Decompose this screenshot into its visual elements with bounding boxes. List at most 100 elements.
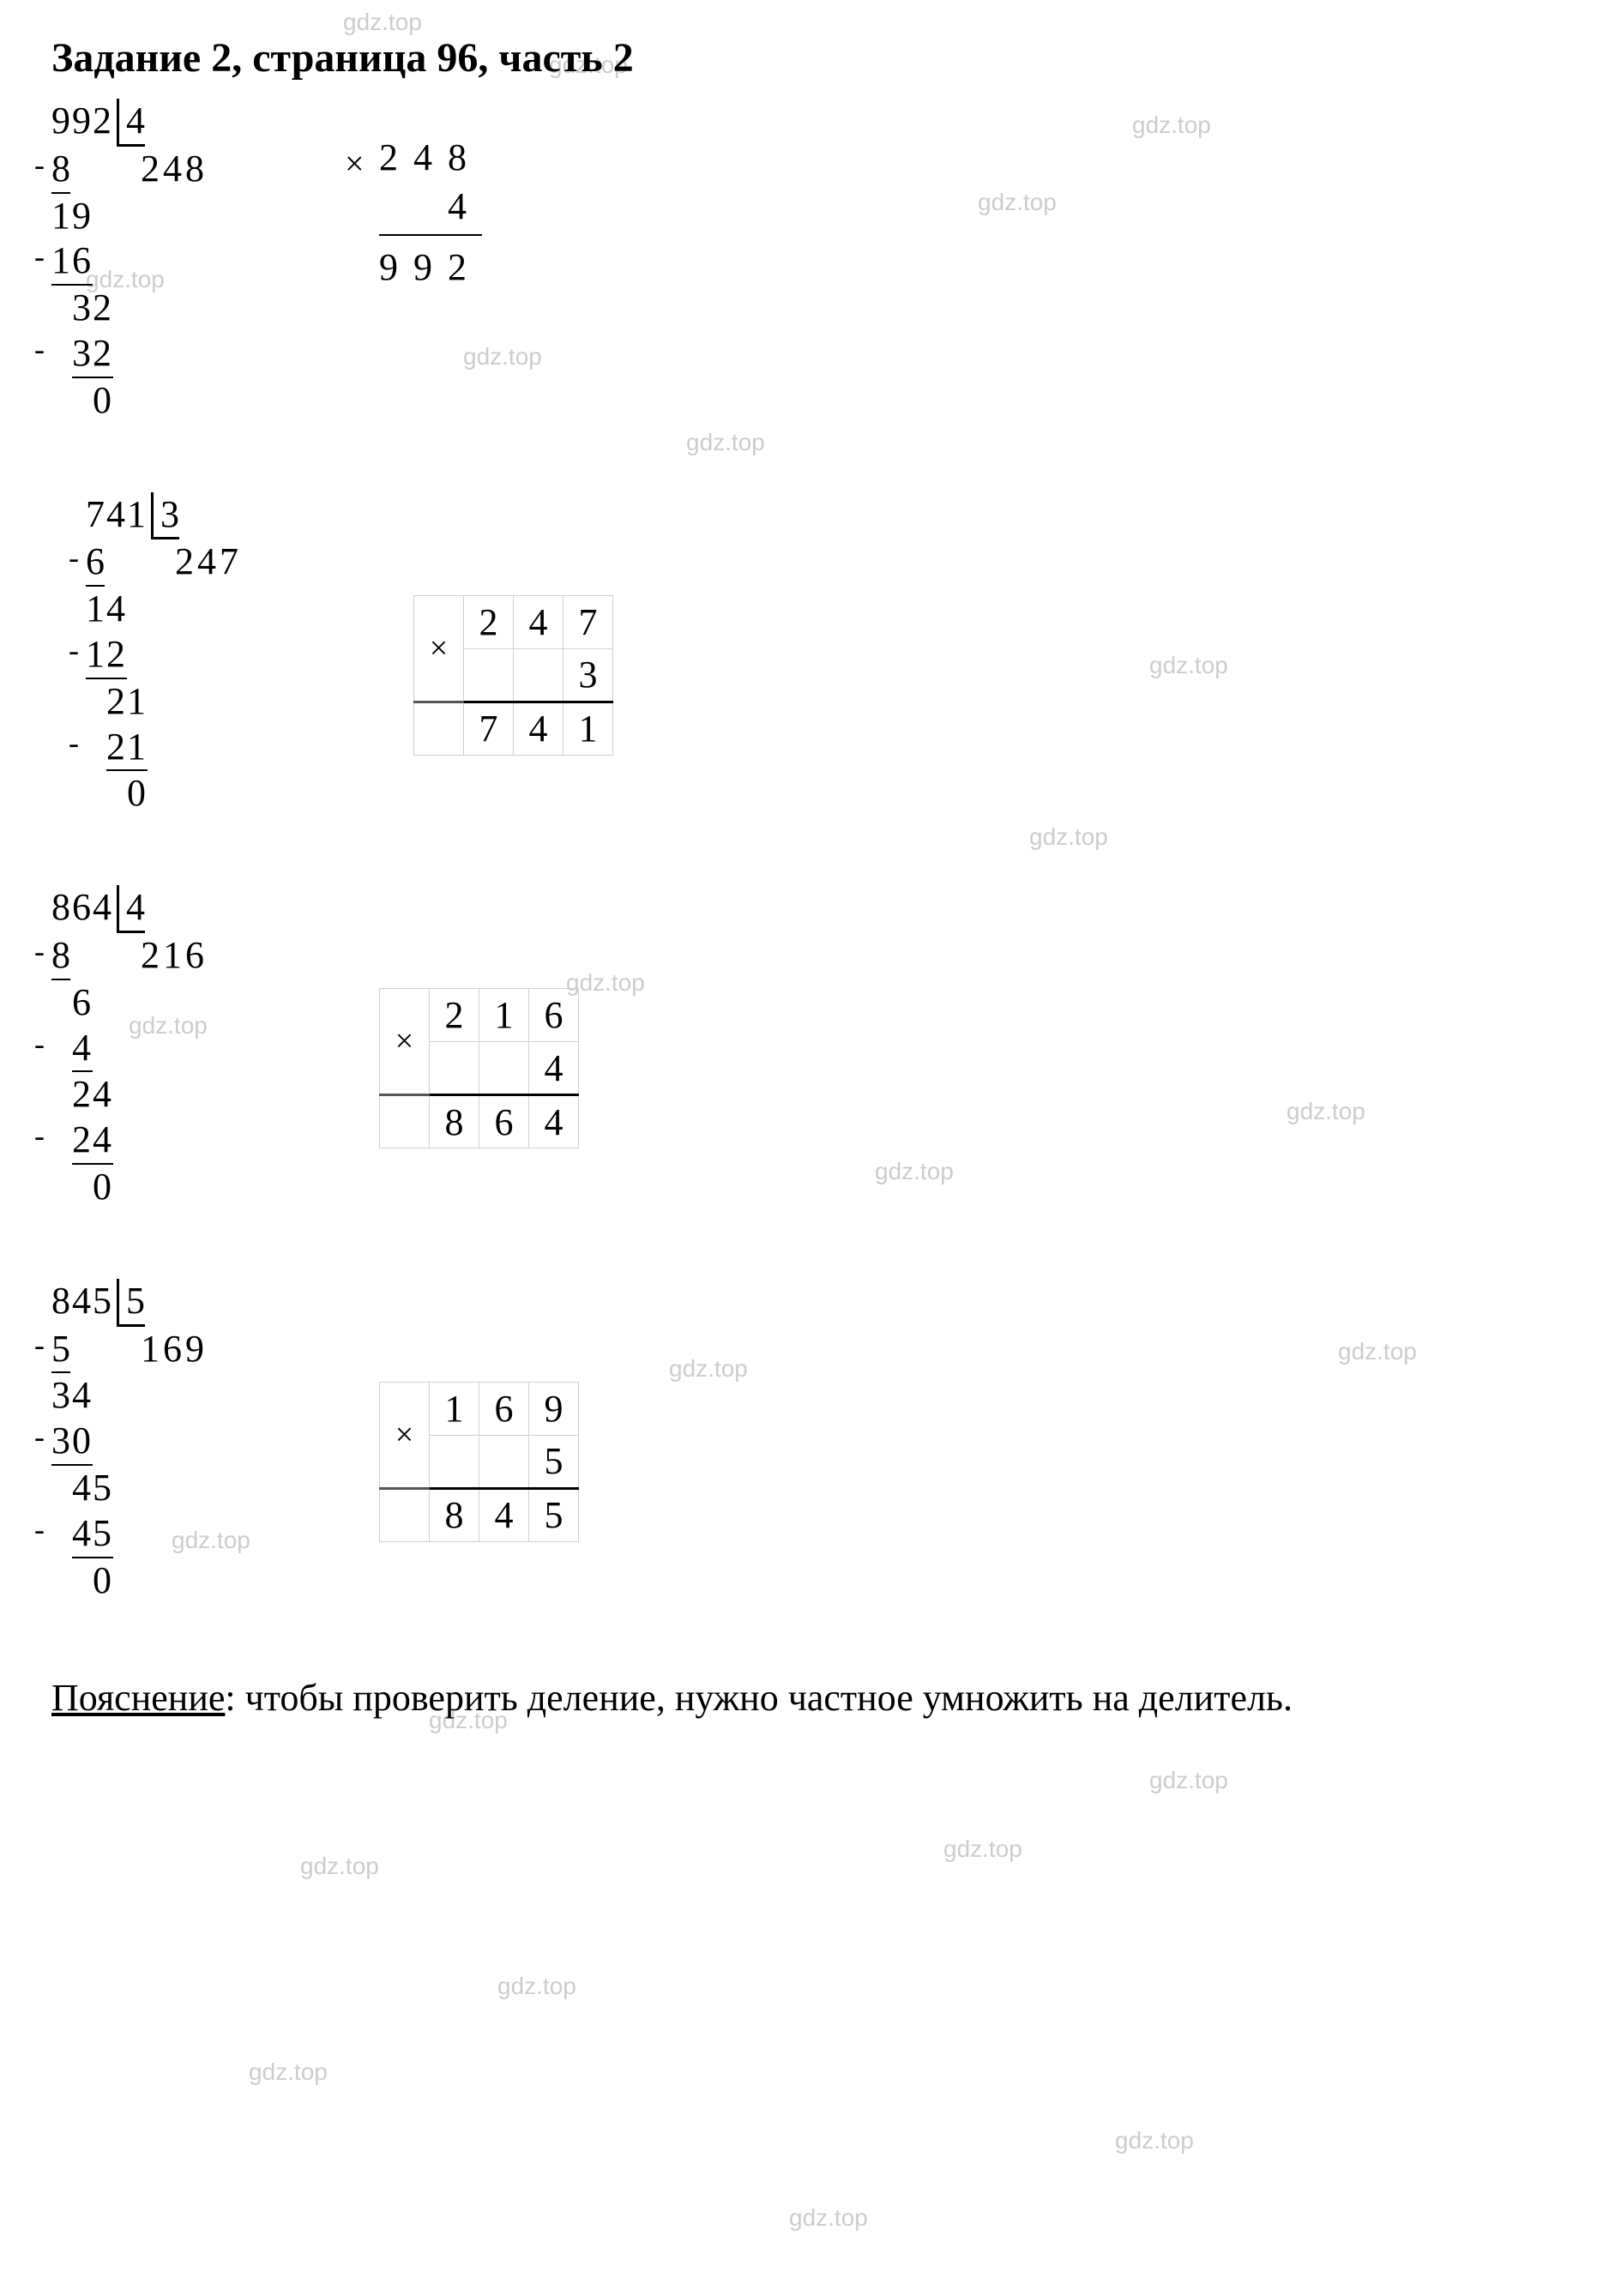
times-sign: × [345, 142, 365, 186]
quotient: 248 [130, 147, 208, 194]
division-step-value: 45 [72, 1467, 113, 1509]
mult-bottom: 4 [379, 182, 482, 231]
minus-sign: - [34, 933, 45, 970]
problems-container: 9924-824819-1632-320×248 49927413-624714… [51, 99, 1552, 1603]
problem-row: 8455-516934-3045-450×1695845 [51, 1279, 1552, 1604]
minus-sign: - [34, 1511, 46, 1548]
multiplication-check: ×248 4992 [379, 133, 482, 292]
multiplication-table: ×2164864 [379, 988, 579, 1148]
watermark: gdz.top [1115, 2127, 1194, 2154]
mult-digit: 4 [529, 1042, 579, 1095]
page-title: Задание 2, страница 96, часть 2 [51, 34, 1552, 81]
division-step-value: 0 [93, 379, 113, 421]
division-step-value: 45 [72, 1511, 113, 1558]
mult-digit [380, 1488, 430, 1541]
division-step-value: 14 [86, 588, 127, 630]
division-step-value: 34 [51, 1374, 93, 1416]
division-step-value: 32 [72, 331, 113, 378]
minus-sign: - [34, 1419, 46, 1455]
divisor: 3 [154, 492, 179, 540]
minus-sign: - [34, 238, 46, 275]
explanation: Пояснение: чтобы проверить деление, нужн… [51, 1672, 1552, 1725]
mult-digit [430, 1042, 479, 1095]
division-step-value: 0 [93, 1166, 113, 1208]
watermark: gdz.top [1149, 1767, 1228, 1794]
division-step-value: 24 [72, 1073, 113, 1115]
long-division: 8644-82166-424-240 [51, 885, 208, 1210]
watermark: gdz.top [497, 1973, 576, 2000]
long-division: 8455-516934-3045-450 [51, 1279, 208, 1604]
mult-result: 992 [379, 234, 482, 292]
division-step-value: 5 [51, 1327, 70, 1374]
minus-sign: - [34, 1026, 46, 1063]
division-step-value: 32 [72, 286, 113, 328]
mult-digit [464, 648, 514, 702]
mult-digit: 5 [529, 1435, 579, 1488]
problem-row: 8644-82166-424-240×2164864 [51, 885, 1552, 1210]
minus-sign: - [34, 331, 46, 368]
watermark: gdz.top [789, 2204, 868, 2232]
watermark: gdz.top [249, 2058, 328, 2086]
times-sign: × [414, 595, 464, 702]
mult-digit: 2 [430, 989, 479, 1042]
division-step-value: 0 [93, 1559, 113, 1601]
mult-digit: 5 [529, 1488, 579, 1541]
long-division: 7413-624714-1221-210 [86, 492, 242, 817]
mult-digit [380, 1095, 430, 1148]
minus-sign: - [69, 539, 79, 576]
division-step-value: 0 [127, 772, 148, 814]
times-sign: × [380, 989, 430, 1095]
division-step-value: 6 [86, 539, 105, 587]
mult-digit: 1 [563, 702, 613, 755]
dividend: 864 [51, 885, 119, 933]
dividend: 741 [86, 492, 154, 540]
multiplication-table: ×2473741 [413, 595, 613, 756]
dividend: 992 [51, 99, 119, 147]
mult-digit: 3 [563, 648, 613, 702]
division-step-value: 24 [72, 1118, 113, 1165]
mult-digit: 6 [479, 1382, 529, 1435]
minus-sign: - [34, 1118, 46, 1154]
watermark: gdz.top [343, 9, 422, 36]
mult-digit [414, 702, 464, 755]
mult-digit: 6 [479, 1095, 529, 1148]
division-step-value: 6 [72, 981, 93, 1023]
problem-row: 9924-824819-1632-320×248 4992 [51, 99, 1552, 424]
times-sign: × [380, 1382, 430, 1488]
minus-sign: - [69, 632, 81, 669]
division-step-value: 4 [72, 1026, 93, 1073]
quotient: 216 [130, 933, 208, 980]
minus-sign: - [69, 725, 81, 762]
division-step-value: 8 [51, 147, 70, 194]
multiplication-table: ×1695845 [379, 1382, 579, 1542]
mult-digit: 1 [479, 989, 529, 1042]
division-step-value: 21 [106, 680, 148, 722]
mult-digit: 4 [514, 702, 563, 755]
explanation-text: : чтобы проверить деление, нужно частное… [225, 1677, 1293, 1719]
mult-digit [514, 648, 563, 702]
divisor: 5 [119, 1279, 145, 1327]
mult-digit: 9 [529, 1382, 579, 1435]
mult-digit [430, 1435, 479, 1488]
watermark: gdz.top [943, 1835, 1022, 1863]
mult-digit: 4 [479, 1488, 529, 1541]
mult-digit: 4 [514, 595, 563, 648]
quotient: 247 [165, 539, 242, 587]
mult-digit: 8 [430, 1095, 479, 1148]
division-step-value: 21 [106, 725, 148, 772]
minus-sign: - [34, 147, 45, 184]
long-division: 9924-824819-1632-320 [51, 99, 208, 424]
mult-digit: 8 [430, 1488, 479, 1541]
explanation-label: Пояснение [51, 1677, 225, 1719]
mult-digit: 6 [529, 989, 579, 1042]
problem-row: 7413-624714-1221-210×2473741 [51, 492, 1552, 817]
mult-top: 248 [379, 136, 482, 178]
division-step-value: 16 [51, 238, 93, 286]
mult-digit: 2 [464, 595, 514, 648]
mult-digit: 7 [563, 595, 613, 648]
watermark: gdz.top [300, 1853, 379, 1880]
mult-digit [479, 1042, 529, 1095]
division-step-value: 19 [51, 195, 93, 237]
mult-digit: 7 [464, 702, 514, 755]
dividend: 845 [51, 1279, 119, 1327]
